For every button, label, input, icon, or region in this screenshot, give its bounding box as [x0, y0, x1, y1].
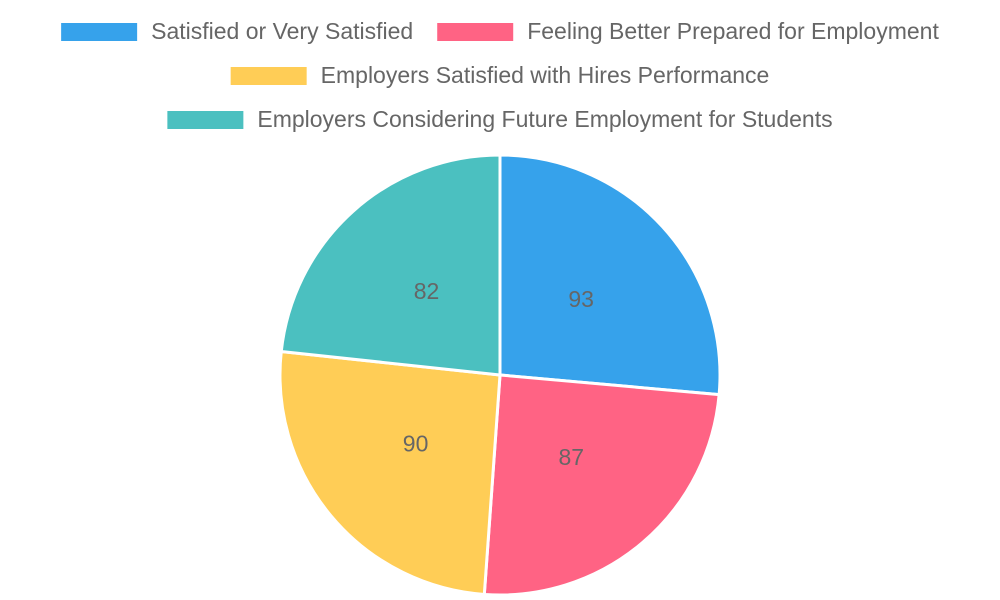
legend-swatch	[230, 67, 307, 85]
legend-label: Employers Considering Future Employment …	[257, 106, 832, 132]
pie-slice	[278, 349, 502, 597]
legend-swatch	[61, 23, 138, 41]
legend-swatch	[167, 111, 244, 129]
pie-slice	[498, 153, 722, 397]
legend-label: Feeling Better Prepared for Employment	[527, 18, 939, 44]
pie-slice	[279, 153, 502, 377]
data-label: 87	[558, 444, 584, 470]
legend-item: Satisfied or Very Satisfied	[61, 18, 413, 44]
legend-label: Satisfied or Very Satisfied	[151, 18, 413, 44]
legend-item: Feeling Better Prepared for Employment	[437, 18, 939, 44]
legend-label: Employers Satisfied with Hires Performan…	[321, 62, 770, 88]
legend-item: Employers Considering Future Employment …	[167, 106, 833, 132]
legend-swatch	[437, 23, 514, 41]
data-label: 82	[414, 278, 440, 304]
data-label: 93	[568, 286, 594, 312]
legend-item: Employers Satisfied with Hires Performan…	[230, 62, 770, 88]
data-label: 90	[403, 431, 429, 457]
pie-slice	[482, 373, 721, 597]
